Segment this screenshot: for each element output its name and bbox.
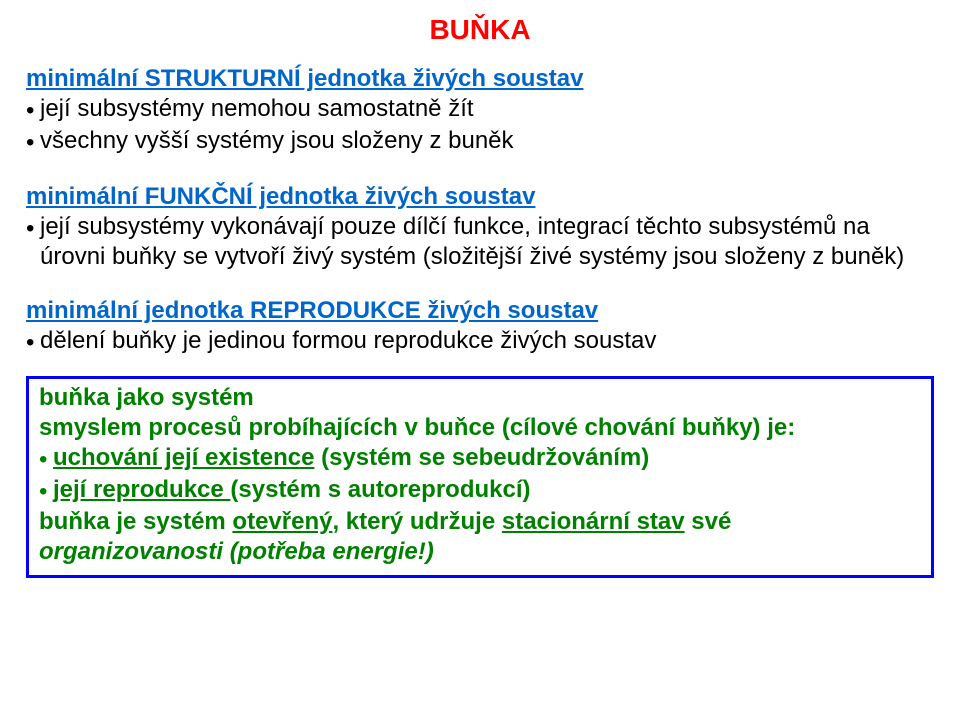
bullet-icon: • — [26, 94, 40, 126]
bullet-text: uchování její existence (systém se sebeu… — [53, 443, 921, 473]
bullet-text: její subsystémy nemohou samostatně žít — [40, 94, 934, 124]
bullet-text: její reprodukce (systém s autoreprodukcí… — [53, 475, 921, 505]
bullet-icon: • — [26, 212, 40, 244]
bullet-text: dělení buňky je jedinou formou reprodukc… — [40, 326, 934, 356]
list-item: • uchování její existence (systém se seb… — [39, 443, 921, 475]
section-functional-head: minimální FUNKČNÍ jednotka živých sousta… — [26, 182, 934, 212]
bullet-text: její subsystémy vykonávají pouze dílčí f… — [40, 212, 934, 272]
list-item: • její subsystémy nemohou samostatně žít — [26, 94, 934, 126]
bullet-text: buňka je systém otevřený, který udržuje … — [39, 507, 921, 567]
bullet-icon: • — [39, 475, 53, 507]
bullet-icon: • — [39, 443, 53, 475]
section-structural-head: minimální STRUKTURNÍ jednotka živých sou… — [26, 64, 934, 94]
box-heading: buňka jako systém — [39, 383, 921, 413]
box-subheading: smyslem procesů probíhajících v buňce (c… — [39, 413, 921, 443]
bullet-icon: • — [26, 326, 40, 358]
page-title: BUŇKA — [26, 14, 934, 46]
bullet-icon: • — [26, 126, 40, 158]
list-item: • její subsystémy vykonávají pouze dílčí… — [26, 212, 934, 272]
list-item: • dělení buňky je jedinou formou reprodu… — [26, 326, 934, 358]
box-last-line: buňka je systém otevřený, který udržuje … — [39, 507, 921, 567]
cell-system-box: buňka jako systém smyslem procesů probíh… — [26, 376, 934, 578]
section-reproduction-head: minimální jednotka REPRODUKCE živých sou… — [26, 296, 934, 326]
list-item: • její reprodukce (systém s autoreproduk… — [39, 475, 921, 507]
bullet-text: všechny vyšší systémy jsou složeny z bun… — [40, 126, 934, 156]
list-item: • všechny vyšší systémy jsou složeny z b… — [26, 126, 934, 158]
